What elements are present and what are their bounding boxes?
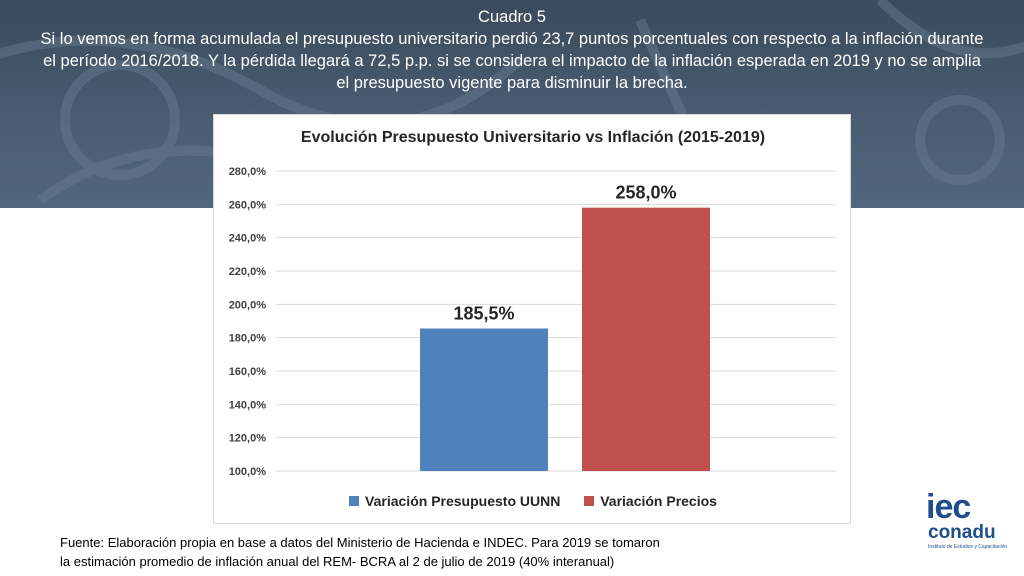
iec-conadu-logo: iec conadu Instituto de Estudios y Capac… xyxy=(920,494,1010,550)
y-tick-label-6: 220,0% xyxy=(229,266,267,278)
source-note: Fuente: Elaboración propia en base a dat… xyxy=(60,533,760,571)
y-tick-label-9: 280,0% xyxy=(229,166,267,178)
logo-sub-text: conadu xyxy=(928,522,996,544)
legend-item-precios: Variación Precios xyxy=(584,493,717,509)
bar-1 xyxy=(582,208,710,471)
logo-tagline: Instituto de Estudios y Capacitación xyxy=(928,544,1007,550)
legend-swatch-presupuesto xyxy=(349,496,359,506)
y-tick-label-8: 260,0% xyxy=(229,199,267,211)
legend-item-presupuesto: Variación Presupuesto UUNN xyxy=(349,493,560,509)
y-tick-label-5: 200,0% xyxy=(229,299,267,311)
chart-legend: Variación Presupuesto UUNN Variación Pre… xyxy=(214,493,852,509)
gridlines xyxy=(276,171,836,471)
data-label-0: 185,5% xyxy=(453,304,514,324)
y-tick-label-1: 120,0% xyxy=(229,433,267,445)
chart-title: Evolución Presupuesto Universitario vs I… xyxy=(301,129,765,146)
title-block: Cuadro 5 Si lo vemos en forma acumulada … xyxy=(40,6,984,94)
legend-label-precios: Variación Precios xyxy=(600,493,717,509)
bar-chart: Evolución Presupuesto Universitario vs I… xyxy=(214,115,852,525)
source-line-1: Fuente: Elaboración propia en base a dat… xyxy=(60,533,760,552)
bar-0 xyxy=(420,329,548,472)
y-tick-label-4: 180,0% xyxy=(229,333,267,345)
data-label-1: 258,0% xyxy=(615,183,676,203)
y-tick-label-2: 140,0% xyxy=(229,399,267,411)
slide-description: Si lo vemos en forma acumulada el presup… xyxy=(40,28,984,94)
y-tick-label-3: 160,0% xyxy=(229,366,267,378)
bars xyxy=(420,208,710,471)
slide-title: Cuadro 5 xyxy=(40,6,984,28)
y-axis-ticks: 100,0% 120,0% 140,0% 160,0% 180,0% 200,0% 220,… xyxy=(229,166,267,478)
y-tick-label-7: 240,0% xyxy=(229,233,267,245)
chart-container: Evolución Presupuesto Universitario vs I… xyxy=(213,114,851,524)
source-line-2: la estimación promedio de inflación anua… xyxy=(60,552,760,571)
legend-swatch-precios xyxy=(584,496,594,506)
y-tick-label-0: 100,0% xyxy=(229,466,267,478)
legend-label-presupuesto: Variación Presupuesto UUNN xyxy=(365,493,560,509)
